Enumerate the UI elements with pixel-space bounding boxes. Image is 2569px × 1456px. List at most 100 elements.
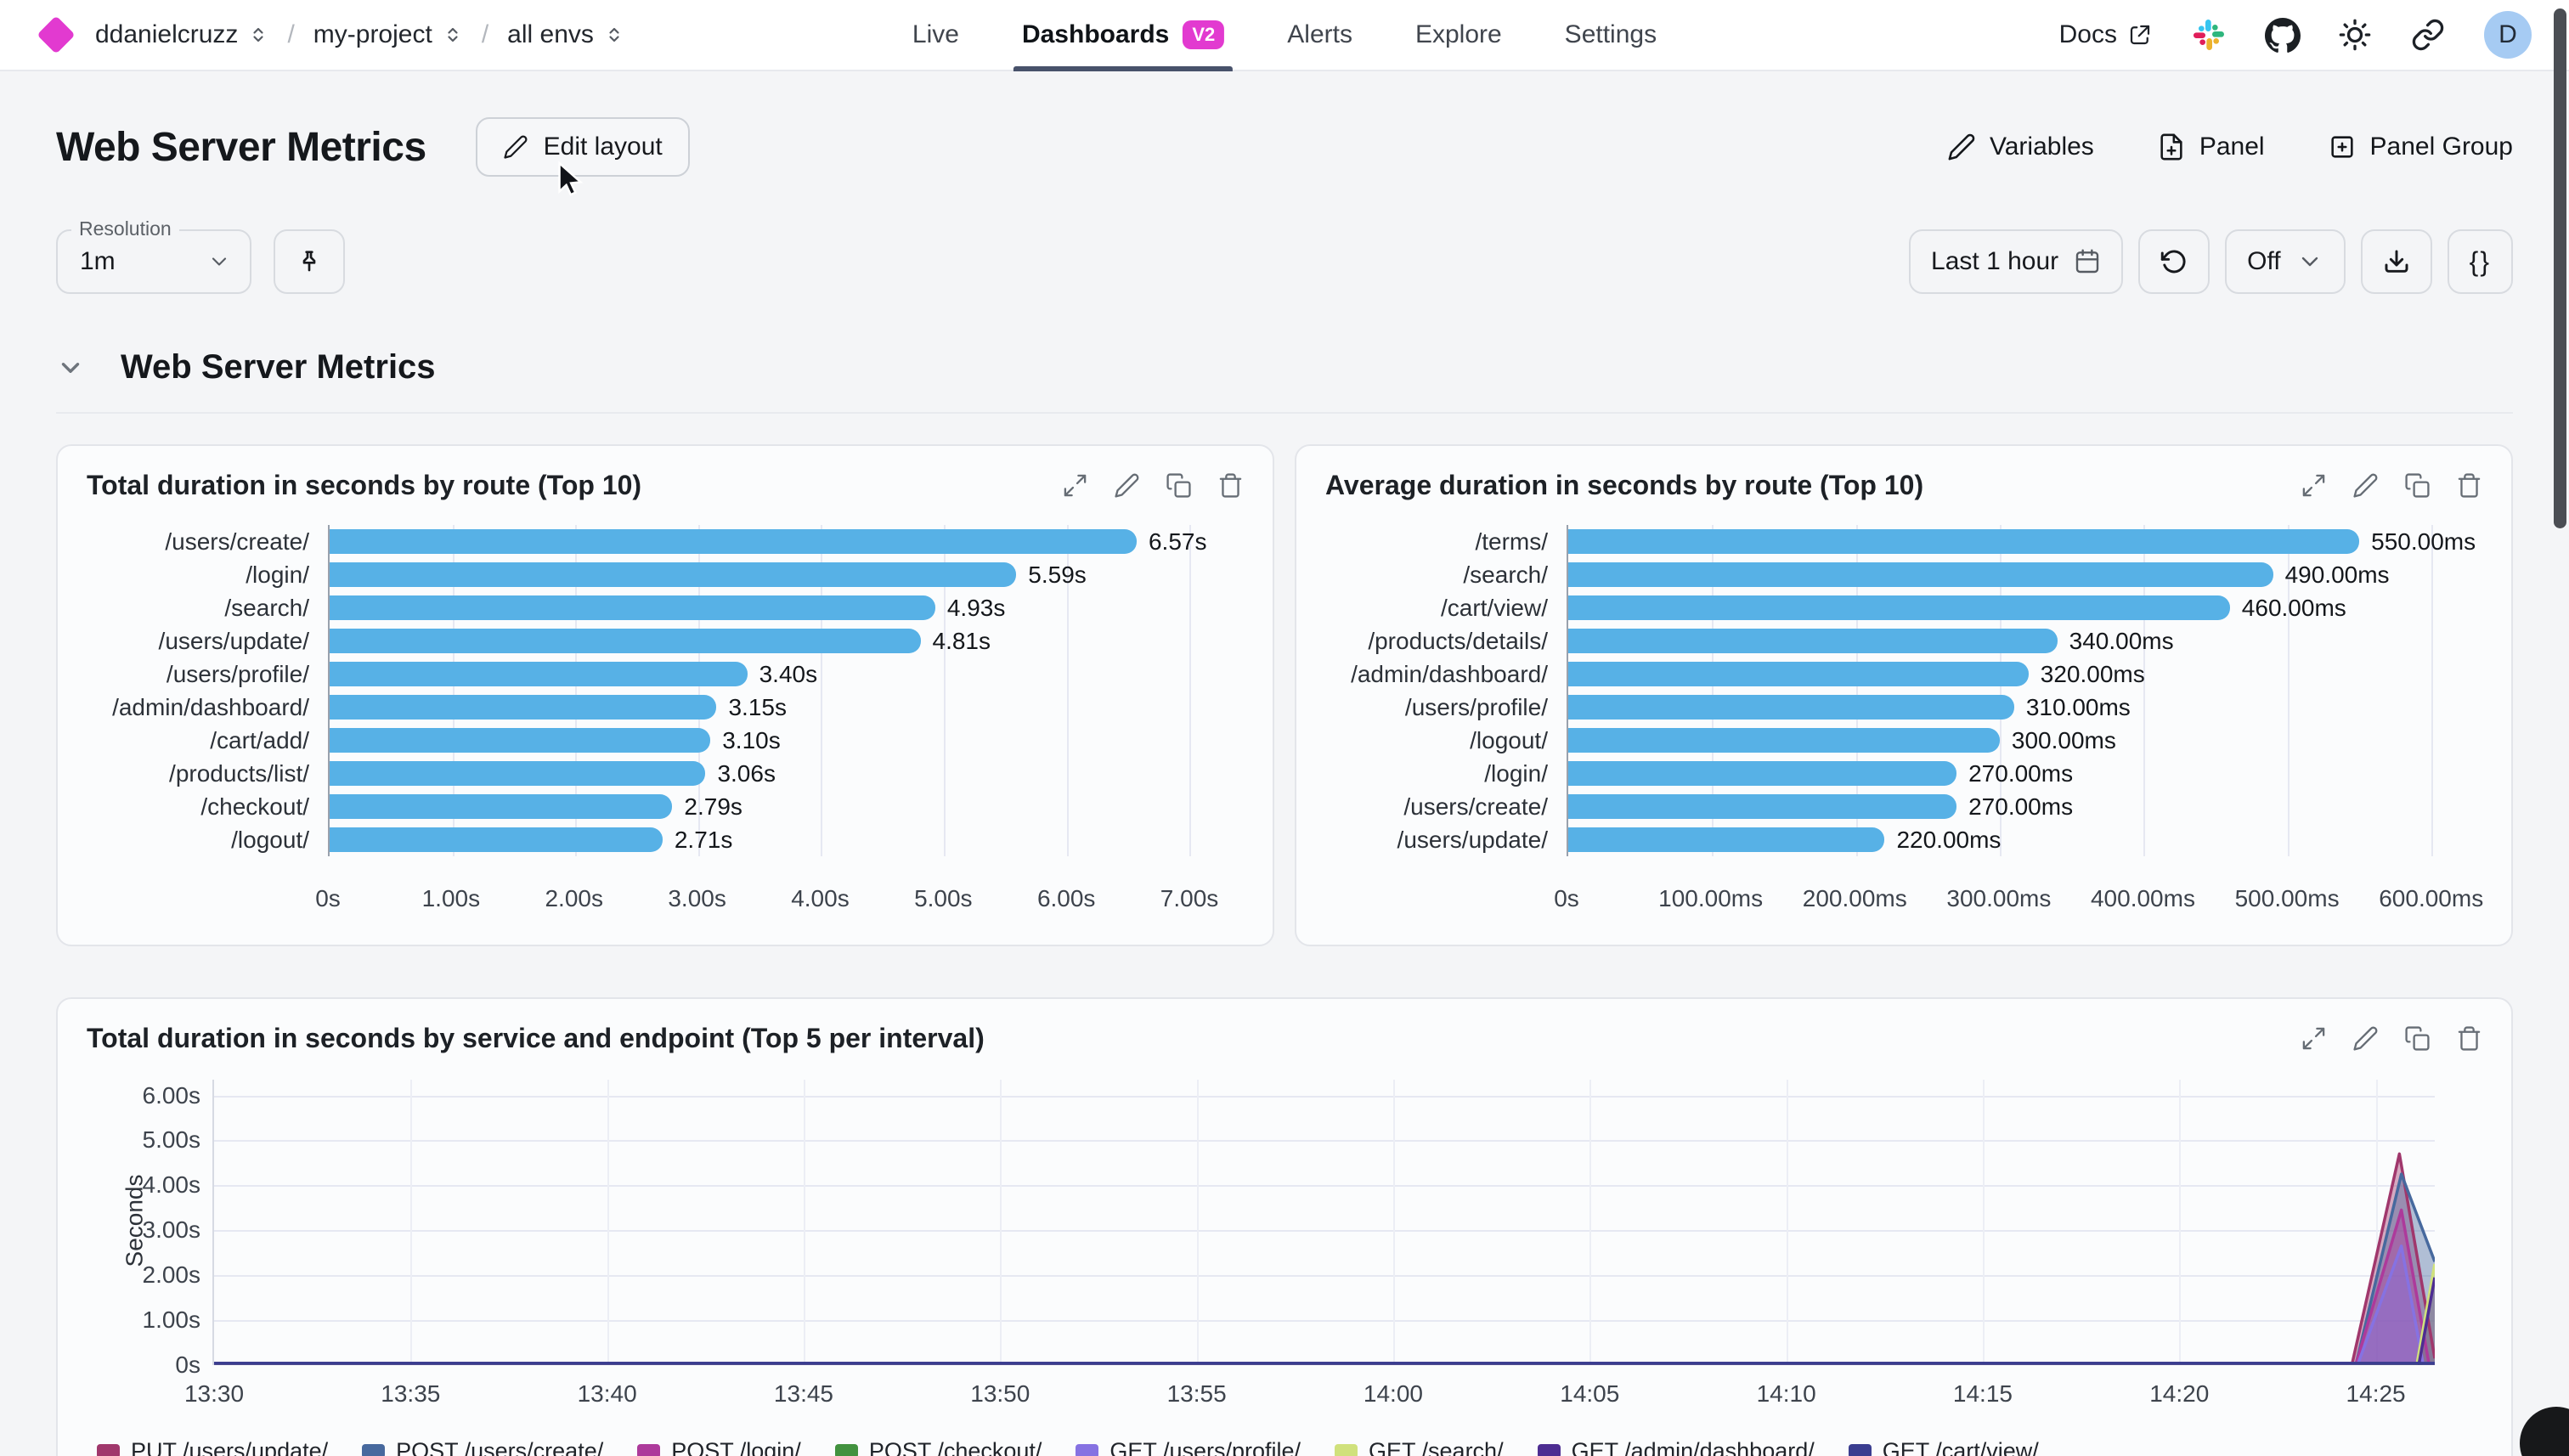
duplicate-icon[interactable] (1166, 472, 1192, 499)
resolution-select[interactable]: Resolution 1m (56, 217, 251, 294)
panel-title: Total duration in seconds by route (Top … (87, 470, 642, 500)
edit-icon[interactable] (2352, 472, 2379, 499)
x-axis-tick: 3.00s (668, 885, 726, 911)
bar[interactable]: 340.00ms (1568, 628, 2174, 654)
legend-item[interactable]: POST /checkout/ (834, 1438, 1042, 1456)
bar-value-label: 6.57s (1148, 528, 1207, 555)
download-button[interactable] (2360, 229, 2432, 294)
bar[interactable]: 4.81s (330, 628, 991, 654)
bar[interactable]: 270.00ms (1568, 760, 2073, 787)
delete-icon[interactable] (1217, 472, 1244, 499)
bar[interactable]: 300.00ms (1568, 727, 2116, 753)
chevron-down-icon[interactable] (56, 353, 85, 382)
bar-category-label: /cart/add/ (210, 726, 309, 753)
github-icon[interactable] (2265, 18, 2301, 53)
x-axis-tick: 400.00ms (2090, 885, 2195, 911)
resolution-value: 1m (80, 247, 116, 275)
delete-icon[interactable] (2456, 1025, 2482, 1052)
time-range-button[interactable]: Last 1 hour (1909, 229, 2124, 294)
expand-icon[interactable] (2301, 472, 2327, 499)
up-down-chevron-icon (253, 27, 264, 42)
breadcrumb-separator: / (481, 20, 489, 48)
delete-icon[interactable] (2456, 472, 2482, 499)
auto-refresh-value: Off (2247, 247, 2281, 275)
bar-row: 4.93s (330, 591, 1239, 624)
link-icon[interactable] (2411, 18, 2445, 52)
expand-icon[interactable] (2301, 1025, 2327, 1052)
pencil-icon (504, 135, 528, 159)
bar-chart-total-duration-by-route: /users/create/ /login/ /search/ /users/upda… (58, 518, 1273, 945)
edit-icon[interactable] (2352, 1025, 2379, 1052)
x-axis-tick: 13:45 (773, 1380, 834, 1407)
add-panel-button[interactable]: Panel (2157, 133, 2265, 161)
avatar[interactable]: D (2484, 11, 2532, 59)
x-axis-tick: 500.00ms (2234, 885, 2340, 911)
breadcrumb-item[interactable]: my-project (313, 20, 463, 49)
bar-row: 3.15s (330, 691, 1239, 724)
bar-row: 300.00ms (1568, 724, 2477, 757)
nav-tab-dashboards[interactable]: Dashboards V2 (1013, 0, 1234, 71)
y-axis-tick: 1.00s (142, 1306, 201, 1334)
bar-category-label: /users/create/ (1403, 793, 1548, 820)
bar[interactable]: 3.10s (330, 727, 781, 753)
bar-category-label: /logout/ (1470, 726, 1548, 753)
bar-category-label: /login/ (246, 561, 309, 588)
sun-icon[interactable] (2338, 18, 2372, 52)
pin-button[interactable] (274, 229, 345, 294)
edit-icon[interactable] (1114, 472, 1140, 499)
bar[interactable]: 6.57s (330, 528, 1206, 555)
duplicate-icon[interactable] (2404, 1025, 2431, 1052)
legend-swatch-icon (637, 1444, 661, 1456)
legend-item[interactable]: GET /cart/view/ (1848, 1438, 2039, 1456)
legend-item[interactable]: POST /login/ (637, 1438, 801, 1456)
bar[interactable]: 220.00ms (1568, 827, 2001, 853)
bar[interactable]: 320.00ms (1568, 661, 2145, 687)
add-panel-group-button[interactable]: Panel Group (2328, 133, 2513, 161)
bar-value-label: 320.00ms (2040, 660, 2145, 687)
legend-item[interactable]: GET /admin/dashboard/ (1537, 1438, 1815, 1456)
duplicate-icon[interactable] (2404, 472, 2431, 499)
legend-item[interactable]: GET /users/profile/ (1076, 1438, 1301, 1456)
bar[interactable]: 3.40s (330, 661, 817, 687)
braces-label: {} (2469, 245, 2491, 277)
variables-button[interactable]: Variables (1947, 133, 2094, 161)
bar[interactable]: 460.00ms (1568, 595, 2346, 621)
bar[interactable]: 2.71s (330, 827, 732, 853)
legend-item[interactable]: GET /search/ (1335, 1438, 1504, 1456)
bar[interactable]: 3.15s (330, 694, 787, 720)
vertical-scrollbar[interactable] (2554, 8, 2566, 528)
expand-icon[interactable] (1062, 472, 1088, 499)
nav-tab-settings[interactable]: Settings (1564, 20, 1657, 48)
legend-swatch-icon (1848, 1444, 1872, 1456)
refresh-button[interactable] (2138, 229, 2210, 294)
legend-item[interactable]: POST /users/create/ (362, 1438, 603, 1456)
json-view-button[interactable]: {} (2447, 229, 2513, 294)
legend-swatch-icon (1076, 1444, 1099, 1456)
bar[interactable]: 3.06s (330, 760, 776, 787)
legend-item[interactable]: PUT /users/update/ (97, 1438, 328, 1456)
breadcrumb-item[interactable]: all envs (507, 20, 624, 49)
bar[interactable]: 490.00ms (1568, 562, 2390, 588)
docs-label: Docs (2058, 20, 2117, 48)
bar-category-label: /users/profile/ (1404, 693, 1548, 720)
x-axis-tick: 14:00 (1363, 1380, 1423, 1407)
bar[interactable]: 2.79s (330, 793, 742, 820)
nav-tab-alerts[interactable]: Alerts (1287, 20, 1352, 48)
nav-tab-live[interactable]: Live (912, 20, 959, 48)
main-nav: Live Dashboards V2 Alerts Explore Settings (912, 0, 1657, 71)
time-range-label: Last 1 hour (1931, 247, 2059, 275)
nav-tab-explore[interactable]: Explore (1414, 20, 1502, 48)
brand-logo-icon[interactable] (37, 15, 76, 54)
edit-layout-button[interactable]: Edit layout (475, 117, 690, 177)
bar[interactable]: 270.00ms (1568, 793, 2073, 820)
bar[interactable]: 550.00ms (1568, 528, 2476, 555)
bar[interactable]: 310.00ms (1568, 694, 2131, 720)
slack-icon[interactable] (2192, 18, 2226, 52)
page-title: Web Server Metrics (56, 124, 426, 170)
auto-refresh-select[interactable]: Off (2225, 229, 2346, 294)
docs-link[interactable]: Docs (2059, 20, 2153, 49)
bar[interactable]: 5.59s (330, 562, 1087, 588)
breadcrumb-item[interactable]: ddanielcruzz (95, 20, 268, 49)
bar[interactable]: 4.93s (330, 595, 1005, 621)
legend-swatch-icon (362, 1444, 386, 1456)
